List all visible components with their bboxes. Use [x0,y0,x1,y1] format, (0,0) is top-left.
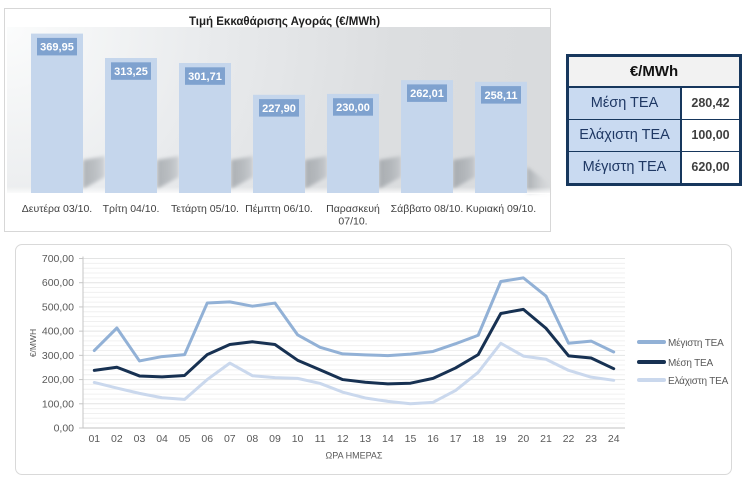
svg-text:07: 07 [224,433,236,445]
svg-text:15: 15 [405,433,417,445]
svg-text:23: 23 [585,433,597,445]
svg-text:500,00: 500,00 [42,301,74,313]
svg-text:11: 11 [315,433,326,445]
svg-text:313,25: 313,25 [114,66,148,78]
svg-text:20: 20 [518,433,530,445]
svg-text:13: 13 [359,433,371,445]
svg-text:16: 16 [427,433,439,445]
svg-text:24: 24 [608,433,620,445]
svg-text:€/MWH: €/MWH [28,329,38,357]
svg-text:04: 04 [156,433,168,445]
svg-text:02: 02 [111,433,123,445]
svg-text:400,00: 400,00 [42,326,74,338]
svg-text:600,00: 600,00 [42,277,74,289]
svg-text:06: 06 [201,433,213,445]
svg-text:14: 14 [382,433,394,445]
svg-text:03: 03 [134,433,146,445]
svg-text:Πέμπτη 06/10.: Πέμπτη 06/10. [245,203,313,215]
svg-text:07/10.: 07/10. [338,216,367,228]
svg-text:301,71: 301,71 [188,71,222,83]
svg-text:200,00: 200,00 [42,374,74,386]
svg-text:700,00: 700,00 [42,253,74,265]
svg-text:Μέση ΤΕΑ: Μέση ΤΕΑ [668,357,713,369]
svg-text:Ελάχιστη ΤΕΑ: Ελάχιστη ΤΕΑ [668,375,729,387]
svg-text:Μέγιστη ΤΕΑ: Μέγιστη ΤΕΑ [668,337,724,349]
svg-text:Σάββατο 08/10.: Σάββατο 08/10. [391,203,464,215]
svg-text:Κυριακή 09/10.: Κυριακή 09/10. [466,203,536,215]
svg-text:18: 18 [472,433,484,445]
svg-text:369,95: 369,95 [40,42,74,54]
svg-text:Δευτέρα 03/10.: Δευτέρα 03/10. [22,203,92,215]
svg-text:01: 01 [88,433,100,445]
svg-text:ΩΡΑ ΗΜΕΡΑΣ: ΩΡΑ ΗΜΕΡΑΣ [326,451,383,461]
svg-text:05: 05 [179,433,191,445]
svg-text:262,01: 262,01 [410,88,444,100]
svg-text:Τετάρτη 05/10.: Τετάρτη 05/10. [171,203,239,215]
svg-text:21: 21 [540,433,552,445]
svg-text:100,00: 100,00 [42,398,74,410]
svg-text:Παρασκευή: Παρασκευή [326,203,380,215]
svg-text:22: 22 [563,433,575,445]
svg-text:0,00: 0,00 [54,423,75,435]
svg-text:08: 08 [247,433,259,445]
svg-text:17: 17 [450,433,462,445]
svg-text:300,00: 300,00 [42,350,74,362]
svg-text:10: 10 [292,433,304,445]
svg-text:Τρίτη 04/10.: Τρίτη 04/10. [103,203,160,215]
svg-text:230,00: 230,00 [336,102,370,114]
svg-text:19: 19 [495,433,507,445]
svg-text:258,11: 258,11 [484,90,517,102]
svg-text:09: 09 [269,433,281,445]
svg-text:12: 12 [337,433,349,445]
svg-text:227,90: 227,90 [262,103,296,115]
